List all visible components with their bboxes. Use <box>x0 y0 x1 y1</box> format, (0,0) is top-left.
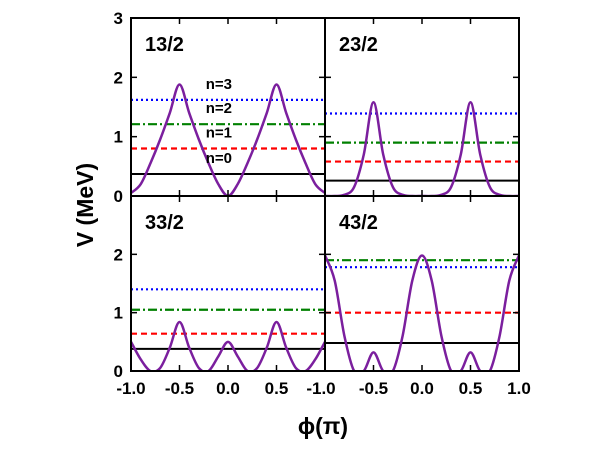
potential-curve <box>131 320 325 371</box>
potential-curve <box>131 83 325 196</box>
y-axis-label: V (MeV) <box>72 163 98 247</box>
level-label-n3: n=3 <box>206 76 232 93</box>
x-tick-label: -1.0 <box>306 379 335 398</box>
panels-group: 13/2 n=3 n=2 n=1 n=0 23/2 33/2 43/2 <box>130 17 520 372</box>
x-tick-label: 0.0 <box>410 379 434 398</box>
panel-3: 33/2 <box>130 195 326 372</box>
x-tick-label: -0.5 <box>359 379 388 398</box>
panel-label: 33/2 <box>145 212 184 234</box>
x-axis-label: ϕ(π) <box>298 413 348 439</box>
x-tick-label: 0.5 <box>459 379 483 398</box>
potential-curve <box>325 254 519 371</box>
panel-label: 13/2 <box>145 34 184 56</box>
level-label-n0: n=0 <box>206 150 232 167</box>
panel-4: 43/2 <box>324 195 520 372</box>
x-tick-label: 0.5 <box>265 379 289 398</box>
x-tick-label: -0.5 <box>165 379 194 398</box>
y-tick-label: 3 <box>114 9 123 28</box>
level-label-n2: n=2 <box>206 100 232 117</box>
panel-1: 13/2 n=3 n=2 n=1 n=0 <box>130 17 326 197</box>
x-tick-label: -1.0 <box>116 379 145 398</box>
x-tick-label: 0.0 <box>216 379 240 398</box>
panel-label: 43/2 <box>339 212 378 234</box>
potential-curve <box>325 100 519 196</box>
y-tick-label: 1 <box>114 304 123 323</box>
y-tick-label: 0 <box>114 362 123 381</box>
x-tick-label: 1.0 <box>507 379 531 398</box>
level-label-n1: n=1 <box>206 125 232 142</box>
panel-label: 23/2 <box>339 34 378 56</box>
y-tick-label: 2 <box>114 68 123 87</box>
y-tick-label: 2 <box>114 245 123 264</box>
tick-labels-group: -1.0 -0.5 0.0 0.5 -1.0 -0.5 0.0 0.5 1.0 0 1 2 3 0 1 2 <box>114 9 531 398</box>
y-tick-label: 0 <box>114 187 123 206</box>
y-tick-label: 1 <box>114 128 123 147</box>
panel-2: 23/2 <box>324 17 520 197</box>
